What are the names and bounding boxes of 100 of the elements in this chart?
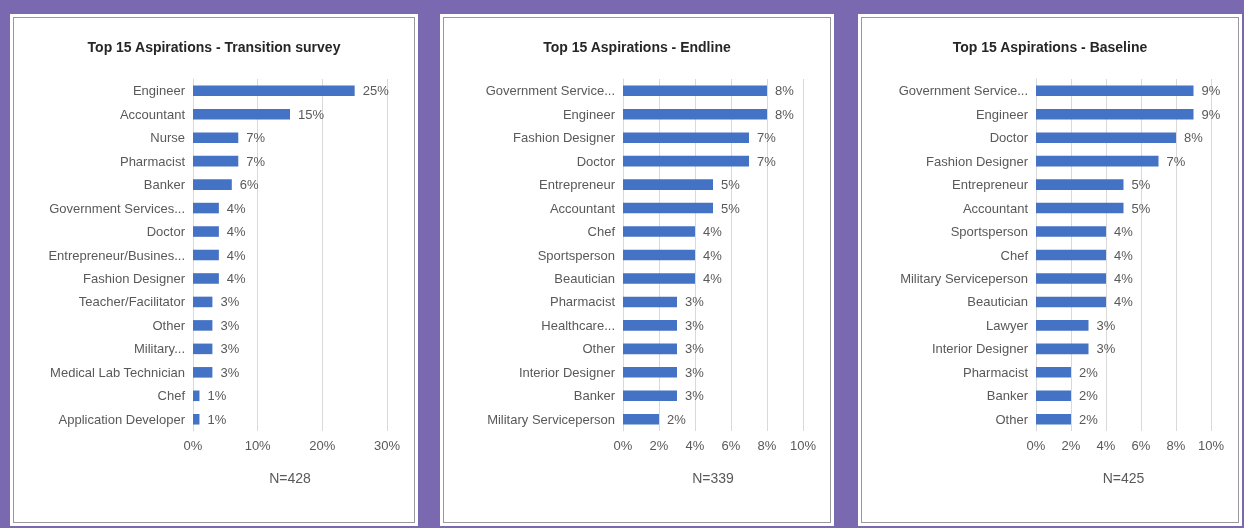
y-tick-label: Medical Lab Technician <box>50 364 185 380</box>
data-label: 5% <box>721 177 741 193</box>
bar <box>623 296 677 308</box>
y-tick-label: Chef <box>157 388 186 404</box>
y-tick-label: Military Serviceperson <box>487 411 615 427</box>
data-label: 3% <box>685 364 705 380</box>
bar <box>623 226 695 237</box>
bar <box>1036 390 1071 402</box>
data-label: 2% <box>1079 364 1099 380</box>
x-tick-label: 20% <box>309 438 336 453</box>
x-tick-label: 0% <box>1026 438 1046 453</box>
bar <box>193 202 219 214</box>
y-tick-label: Accountant <box>962 200 1029 216</box>
data-label: 4% <box>703 247 723 263</box>
y-tick-label: Pharmacist <box>119 153 186 169</box>
x-tick-label: 10% <box>244 438 272 453</box>
data-label: 1% <box>207 388 227 404</box>
y-tick-label: Interior Designer <box>931 341 1029 357</box>
data-label: 3% <box>1096 341 1116 357</box>
y-tick-label: Military Serviceperson <box>900 270 1028 286</box>
data-label: 5% <box>1131 200 1151 216</box>
data-label: 3% <box>1096 317 1116 333</box>
y-tick-label: Engineer <box>132 83 186 99</box>
y-tick-label: Banker <box>986 388 1029 404</box>
bar <box>1036 296 1106 308</box>
data-label: 4% <box>1114 294 1134 310</box>
data-label: 15% <box>298 106 325 122</box>
data-label: 5% <box>721 200 741 216</box>
data-label: 7% <box>757 130 777 146</box>
data-label: 2% <box>1079 388 1099 404</box>
bar <box>193 179 232 190</box>
bar <box>1036 202 1124 214</box>
bar <box>1036 367 1071 378</box>
y-tick-label: Sportsperson <box>950 224 1028 240</box>
data-label: 3% <box>220 294 240 310</box>
bar <box>623 202 713 214</box>
x-tick-label: 0% <box>183 438 203 453</box>
data-label: 4% <box>703 224 723 240</box>
data-label: 3% <box>685 341 705 357</box>
bar <box>193 132 239 143</box>
y-tick-label: Engineer <box>562 106 616 122</box>
bar <box>623 179 713 190</box>
x-tick-label: 0% <box>613 438 633 453</box>
data-label: 5% <box>1131 177 1151 193</box>
y-tick-label: Pharmacist <box>549 294 616 310</box>
chart-title: Top 15 Aspirations - Transition survey <box>87 39 341 55</box>
data-label: 8% <box>775 83 795 99</box>
chart-title: Top 15 Aspirations - Baseline <box>952 39 1148 55</box>
y-tick-label: Chef <box>1000 247 1029 263</box>
y-tick-label: Pharmacist <box>962 364 1029 380</box>
data-label: 3% <box>220 317 240 333</box>
bar <box>623 155 749 167</box>
y-tick-label: Beautician <box>554 270 615 286</box>
x-tick-label: 10% <box>789 438 817 453</box>
y-tick-label: Accountant <box>549 200 616 216</box>
x-tick-label: 10% <box>1197 438 1225 453</box>
x-axis-title: N=428 <box>269 470 312 486</box>
data-label: 3% <box>685 294 705 310</box>
y-tick-label: Military... <box>133 341 185 357</box>
data-label: 4% <box>226 270 247 286</box>
bar <box>623 132 749 143</box>
y-tick-label: Nurse <box>150 130 185 146</box>
y-tick-label: Interior Designer <box>518 364 616 380</box>
data-label: 7% <box>246 130 266 146</box>
bar <box>1036 413 1071 425</box>
data-label: 4% <box>1114 247 1134 263</box>
bar <box>1036 320 1089 331</box>
x-tick-label: 2% <box>649 438 669 453</box>
x-tick-label: 4% <box>685 438 705 453</box>
y-tick-label: Doctor <box>576 153 616 169</box>
y-tick-label: Fashion Designer <box>513 130 616 146</box>
bar <box>1036 343 1089 355</box>
data-label: 6% <box>239 177 260 193</box>
data-label: 1% <box>207 411 227 427</box>
y-tick-label: Entrepreneur <box>539 177 616 193</box>
y-tick-label: Beautician <box>967 294 1028 310</box>
bar <box>1036 155 1159 167</box>
y-tick-label: Doctor <box>146 224 186 240</box>
bar <box>1036 226 1106 237</box>
data-label: 7% <box>757 153 777 169</box>
y-tick-label: Entrepreneur/Busines... <box>48 247 185 263</box>
y-tick-label: Government Services... <box>49 200 185 216</box>
x-tick-label: 8% <box>1166 438 1186 453</box>
bar <box>1036 108 1194 120</box>
y-tick-label: Other <box>995 411 1029 427</box>
y-tick-label: Government Service... <box>485 83 615 99</box>
data-label: 3% <box>220 341 240 357</box>
bar <box>623 320 677 331</box>
bar <box>193 226 219 237</box>
data-label: 4% <box>703 270 723 286</box>
x-axis-title: N=339 <box>692 470 735 486</box>
data-label: 4% <box>1114 224 1134 240</box>
data-label: 25% <box>362 83 390 99</box>
y-tick-label: Engineer <box>975 106 1029 122</box>
data-label: 8% <box>1184 130 1204 146</box>
data-label: 9% <box>1201 83 1221 99</box>
bar <box>623 273 695 284</box>
y-tick-label: Application Developer <box>58 411 186 427</box>
data-label: 2% <box>667 411 687 427</box>
y-tick-label: Accountant <box>119 106 186 122</box>
